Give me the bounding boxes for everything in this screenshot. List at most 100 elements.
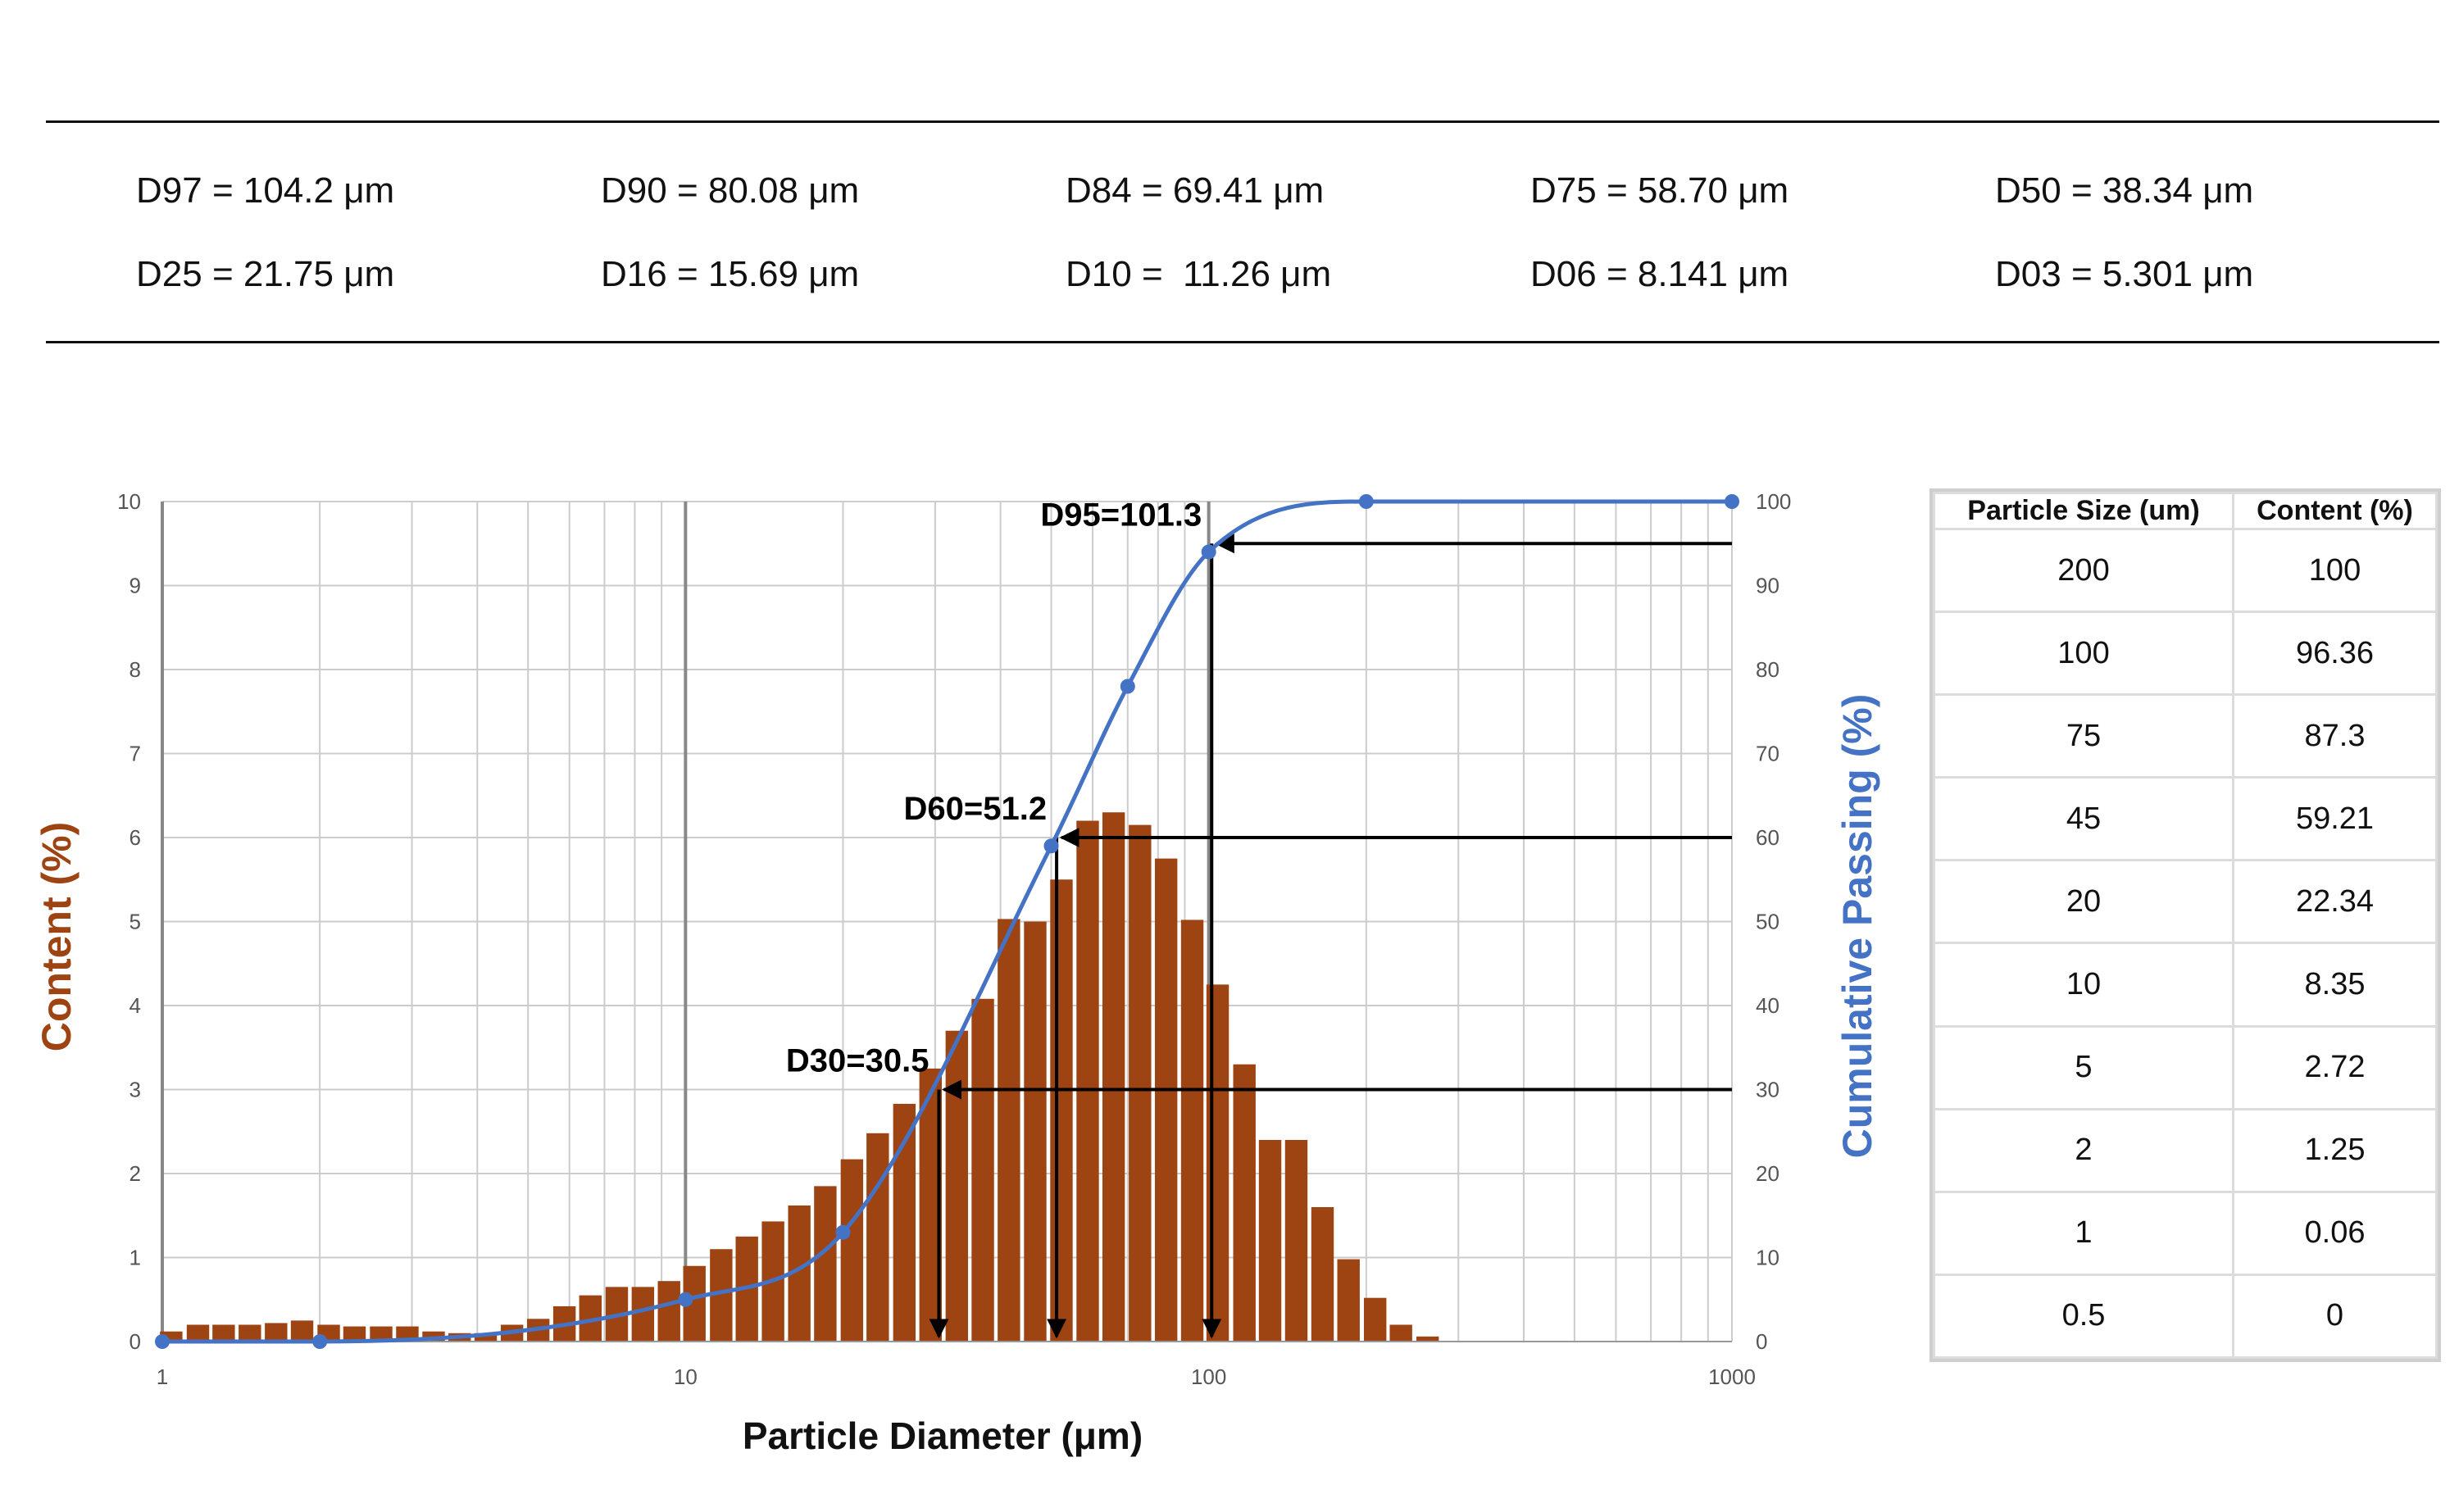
- content-bar: [1233, 1064, 1256, 1342]
- y2-tick-label: 90: [1756, 574, 1779, 598]
- cell-size: 200: [1933, 527, 2234, 614]
- y2-tick-label: 0: [1756, 1329, 1767, 1354]
- cumulative-point: [835, 1224, 851, 1240]
- top-rule: [46, 120, 2439, 123]
- y-tick-label: 4: [130, 993, 141, 1018]
- content-bar: [1180, 919, 1204, 1342]
- content-bar: [1129, 824, 1152, 1342]
- content-bar: [1389, 1324, 1412, 1342]
- content-bar: [290, 1320, 314, 1342]
- cumulative-point: [312, 1334, 328, 1349]
- y2-tick-label: 20: [1756, 1161, 1779, 1186]
- header-particle-size: Particle Size (um): [1933, 492, 2234, 530]
- annotation-label: D30=30.5: [786, 1043, 930, 1079]
- cell-size: 10: [1933, 942, 2234, 1028]
- content-bar: [370, 1326, 393, 1342]
- cell-content: 22.34: [2232, 859, 2438, 945]
- cell-size: 100: [1933, 611, 2234, 697]
- cell-content: 100: [2232, 527, 2438, 614]
- content-bar: [474, 1333, 498, 1342]
- d06-value: D06 = 8.141 μm: [1530, 254, 1789, 294]
- y-tick-label: 3: [130, 1078, 141, 1102]
- content-bar: [657, 1281, 680, 1342]
- content-bar: [866, 1133, 889, 1342]
- y-tick-label: 6: [130, 825, 141, 850]
- annotation-label: D60=51.2: [903, 791, 1047, 827]
- cell-size: 75: [1933, 693, 2234, 779]
- header-content: Content (%): [2232, 492, 2438, 530]
- content-bar: [1284, 1140, 1308, 1342]
- cell-size: 20: [1933, 859, 2234, 945]
- d84-value: D84 = 69.41 μm: [1066, 170, 1325, 211]
- cell-size: 1: [1933, 1190, 2234, 1276]
- y-tick-label: 1: [130, 1246, 141, 1270]
- cell-content: 96.36: [2232, 611, 2438, 697]
- content-bar: [343, 1326, 366, 1342]
- cell-size: 5: [1933, 1024, 2234, 1110]
- content-bar: [814, 1186, 837, 1342]
- table-row: 75 87.3: [1933, 693, 2438, 779]
- content-bar: [998, 919, 1020, 1342]
- table-row: 2 1.25: [1933, 1107, 2438, 1193]
- content-bar: [1102, 812, 1125, 1342]
- right-axis-title: Cumulative Passing (%): [1834, 694, 1880, 1159]
- content-bar: [1311, 1207, 1334, 1342]
- content-bar: [1076, 820, 1099, 1342]
- y-tick-label: 5: [130, 910, 141, 934]
- x-tick-label: 1: [157, 1364, 168, 1389]
- table-row: 200 100: [1933, 527, 2438, 614]
- cumulative-point: [1043, 838, 1059, 854]
- y-tick-label: 0: [130, 1329, 141, 1354]
- cumulative-line: [162, 499, 1732, 1344]
- cumulative-point: [155, 1334, 170, 1349]
- y2-tick-label: 10: [1756, 1246, 1779, 1270]
- d25-value: D25 = 21.75 μm: [136, 254, 395, 294]
- cell-content: 8.35: [2232, 942, 2438, 1028]
- x-tick-label: 1000: [1708, 1364, 1756, 1389]
- table-row: 100 96.36: [1933, 611, 2438, 697]
- d75-value: D75 = 58.70 μm: [1530, 170, 1789, 211]
- d90-value: D90 = 80.08 μm: [601, 170, 860, 211]
- cell-size: 45: [1933, 776, 2234, 862]
- d03-value: D03 = 5.301 μm: [1995, 254, 2254, 294]
- d97-value: D97 = 104.2 μm: [136, 170, 395, 211]
- table-row: 20 22.34: [1933, 859, 2438, 945]
- table-row: 10 8.35: [1933, 942, 2438, 1028]
- content-bar: [1206, 984, 1230, 1342]
- content-bar: [971, 998, 994, 1342]
- x-tick-label: 10: [674, 1364, 698, 1389]
- cell-size: 2: [1933, 1107, 2234, 1193]
- y-tick-label: 9: [130, 574, 141, 598]
- cumulative-point: [678, 1292, 693, 1307]
- cumulative-point: [1358, 494, 1374, 509]
- y-tick-label: 2: [130, 1161, 141, 1186]
- content-bar: [945, 1030, 969, 1342]
- y2-tick-label: 40: [1756, 993, 1779, 1018]
- cumulative-curve: [155, 494, 1739, 1349]
- left-axis-title: Content (%): [34, 822, 80, 1052]
- content-bar: [239, 1324, 261, 1342]
- annotation-label: D95=101.3: [1040, 497, 1202, 533]
- y-tick-label: 7: [130, 742, 141, 766]
- cell-content: 87.3: [2232, 693, 2438, 779]
- content-bars: [160, 812, 1439, 1342]
- content-bar: [212, 1324, 235, 1342]
- cumulative-point: [1120, 679, 1135, 694]
- x-tick-label: 100: [1191, 1364, 1226, 1389]
- table-row: 45 59.21: [1933, 776, 2438, 862]
- cell-content: 1.25: [2232, 1107, 2438, 1193]
- content-bar: [1337, 1259, 1360, 1342]
- content-bar: [1416, 1336, 1439, 1342]
- table-header-row: Particle Size (um) Content (%): [1933, 492, 2438, 530]
- cell-content: 2.72: [2232, 1024, 2438, 1110]
- content-bar: [186, 1324, 210, 1342]
- content-bar: [840, 1159, 864, 1342]
- y2-tick-label: 70: [1756, 742, 1779, 766]
- content-bar: [631, 1287, 655, 1342]
- cell-content: 59.21: [2232, 776, 2438, 862]
- bottom-rule: [46, 341, 2439, 343]
- cell-content: 0.06: [2232, 1190, 2438, 1276]
- y2-tick-label: 50: [1756, 910, 1779, 934]
- table-row: 0.5 0: [1933, 1273, 2438, 1360]
